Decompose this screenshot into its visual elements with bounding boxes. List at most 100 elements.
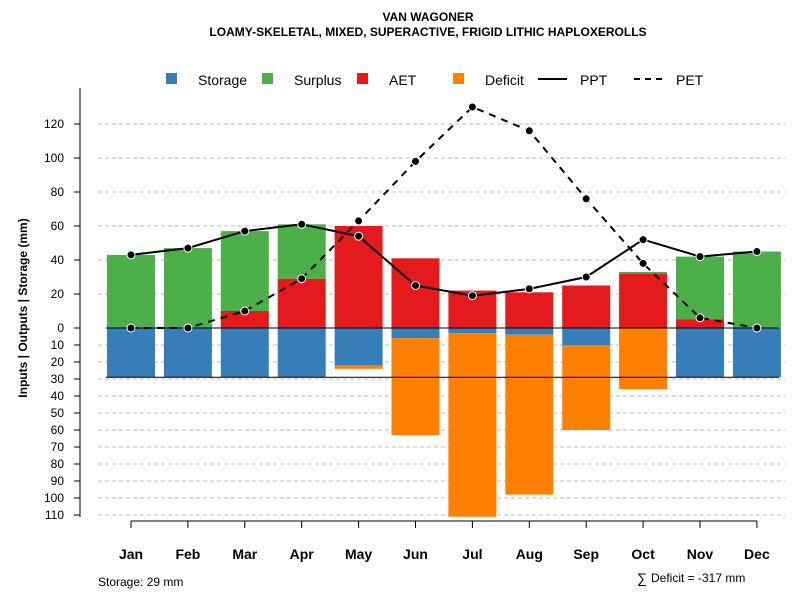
aet-bar — [505, 292, 554, 328]
zero-line — [106, 327, 779, 378]
ppt-point — [695, 252, 705, 262]
y-tick-label: 40 — [51, 389, 65, 403]
x-tick-label: Mar — [232, 546, 257, 562]
ppt-point — [467, 291, 477, 301]
pet-point — [411, 156, 420, 166]
ppt-point — [126, 250, 136, 260]
aet-bar — [391, 258, 440, 328]
y-tick-label: 120 — [44, 117, 64, 131]
y-tick-label: 80 — [51, 457, 65, 471]
pet-point — [467, 102, 477, 112]
y-tick-label: 10 — [51, 338, 65, 352]
y-tick-label: 70 — [51, 440, 65, 454]
x-tick-label: Dec — [744, 546, 770, 562]
surplus-bar — [277, 224, 326, 279]
pet-line — [131, 105, 758, 329]
y-tick-label: 40 — [51, 253, 65, 267]
surplus-bar — [163, 248, 212, 328]
x-tick-label: Sep — [573, 546, 599, 562]
pet-point — [240, 306, 250, 316]
deficit-bar — [448, 333, 497, 517]
storage-bar — [732, 328, 781, 378]
legend-deficit-swatch — [453, 73, 464, 84]
legend-surplus-label: Surplus — [294, 72, 341, 88]
ppt-point — [411, 281, 420, 290]
bars — [107, 224, 781, 517]
legend-deficit-label: Deficit — [485, 72, 524, 88]
y-tick-label: 110 — [45, 508, 64, 522]
y-tick-label: 100 — [44, 151, 64, 165]
legend-storage-swatch — [166, 73, 177, 84]
pet-point — [354, 216, 364, 226]
storage-bar — [448, 328, 497, 334]
pet-point — [752, 323, 762, 333]
ppt-point — [354, 231, 364, 241]
y-tick-label: 30 — [51, 372, 65, 386]
y-tick-label: 80 — [51, 185, 65, 199]
ppt-line — [130, 223, 757, 297]
storage-bar — [277, 328, 326, 378]
pet-point — [638, 258, 648, 268]
storage-bar — [163, 328, 212, 378]
storage-bar — [220, 328, 269, 378]
deficit-bar — [505, 334, 554, 495]
storage-bar — [676, 328, 724, 378]
storage-bar — [107, 328, 155, 378]
gridlines — [98, 123, 785, 516]
pet-point — [183, 323, 193, 333]
ppt-point — [752, 247, 762, 256]
x-axis: Jan Feb Mar Apr May Jun Jul Aug Sep Oct Nov Dec — [119, 520, 770, 562]
storage-note: Storage: 29 mm — [98, 575, 183, 589]
aet-bar — [220, 311, 269, 328]
y-tick-label: 60 — [51, 423, 65, 437]
x-tick-label: Jul — [462, 546, 482, 562]
surplus-bar — [220, 231, 269, 311]
x-tick-label: Feb — [175, 546, 200, 562]
ppt-point — [638, 235, 648, 245]
legend-pet-label: PET — [676, 72, 704, 88]
ppt-point — [297, 219, 307, 229]
aet-bar — [562, 285, 611, 328]
pet-point — [297, 274, 307, 284]
legend: Storage Surplus AET Deficit PPT PET — [166, 72, 704, 88]
y-tick-label: 60 — [51, 219, 65, 233]
deficit-sum-symbol: ∑ — [637, 570, 647, 586]
ppt-point — [581, 272, 591, 282]
ppt-point — [183, 243, 193, 253]
x-tick-label: Jun — [403, 546, 428, 562]
ppt-point — [240, 226, 250, 236]
deficit-bar — [391, 338, 440, 436]
aet-bar — [619, 273, 668, 328]
aet-bar — [334, 226, 383, 328]
x-tick-label: Aug — [516, 546, 543, 562]
storage-bar — [391, 328, 440, 339]
x-tick-label: Nov — [687, 546, 714, 562]
deficit-note: Deficit = -317 mm — [651, 571, 745, 585]
y-tick-label: 50 — [51, 406, 65, 420]
surplus-bar — [732, 251, 781, 328]
storage-bar — [334, 328, 383, 366]
y-tick-label: 20 — [51, 287, 65, 301]
legend-ppt-label: PPT — [580, 72, 608, 88]
surplus-bar — [676, 256, 724, 320]
legend-aet-label: AET — [389, 72, 417, 88]
x-tick-label: Jan — [119, 546, 143, 562]
aet-bar — [676, 319, 724, 328]
chart-subtitle: LOAMY-SKELETAL, MIXED, SUPERACTIVE, FRIG… — [209, 25, 646, 39]
aet-bar — [277, 278, 326, 328]
x-tick-label: Apr — [290, 546, 315, 562]
series-lines — [126, 102, 762, 333]
storage-bar — [562, 328, 611, 345]
chart-title: VAN WAGONER — [382, 10, 473, 24]
x-tick-label: Oct — [631, 546, 655, 562]
pet-point — [126, 323, 136, 333]
pet-point — [581, 194, 591, 204]
deficit-bar — [334, 365, 383, 369]
surplus-bar — [107, 254, 155, 328]
y-tick-label: 100 — [44, 491, 64, 505]
pet-point — [695, 313, 705, 323]
legend-surplus-swatch — [262, 73, 273, 84]
surplus-bar — [619, 271, 668, 274]
y-axis-label: Inputs | Outputs | Storage (mm) — [16, 218, 30, 397]
